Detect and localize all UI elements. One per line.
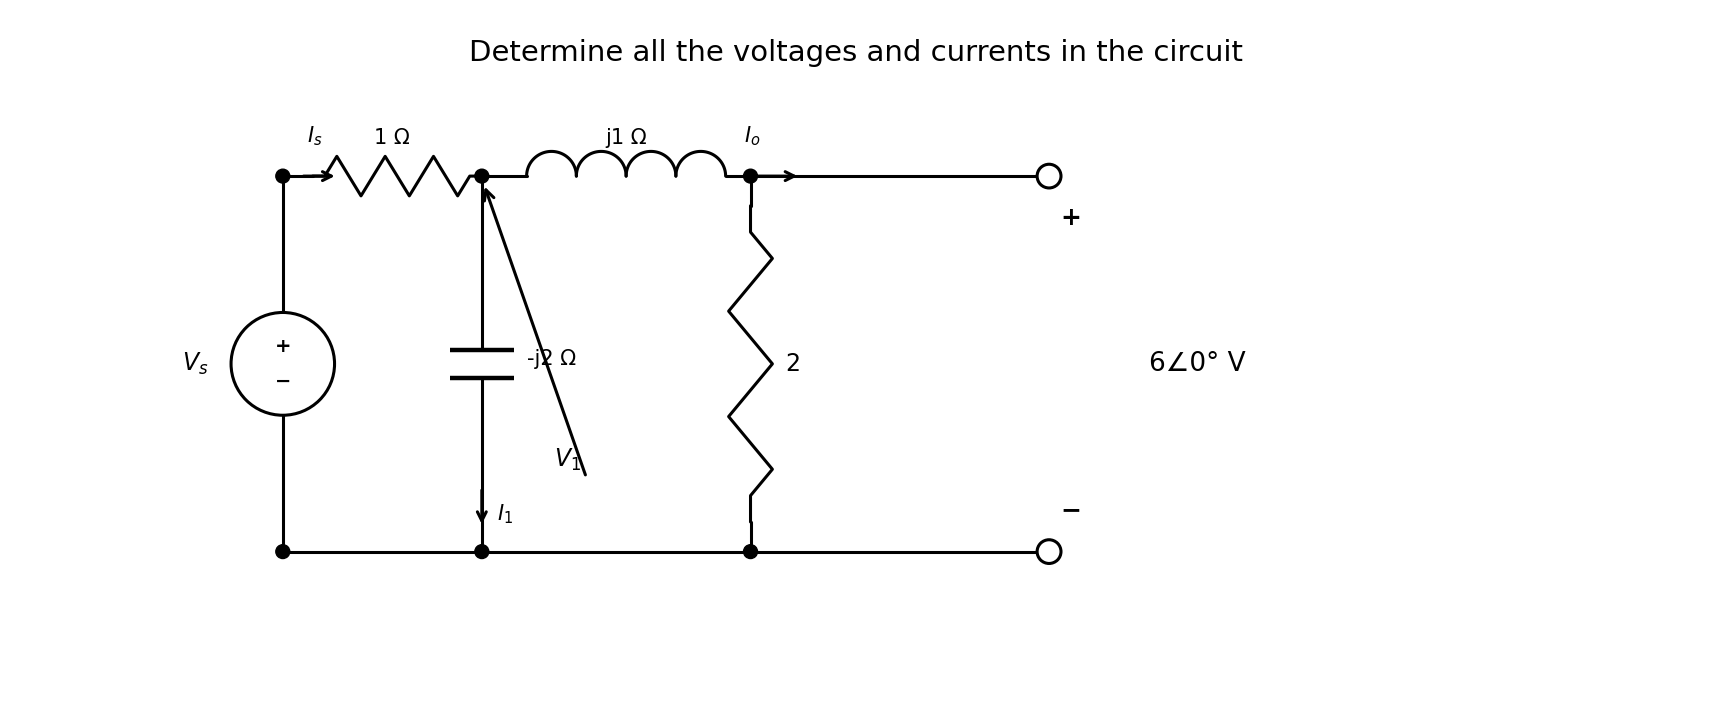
Text: -j2 Ω: -j2 Ω: [527, 349, 575, 369]
Circle shape: [476, 545, 489, 558]
Text: Determine all the voltages and currents in the circuit: Determine all the voltages and currents …: [469, 39, 1242, 67]
Circle shape: [275, 545, 289, 558]
Text: j1 Ω: j1 Ω: [606, 128, 647, 149]
Text: 2: 2: [785, 352, 801, 376]
Text: +: +: [274, 337, 291, 356]
Text: 1 Ω: 1 Ω: [375, 128, 411, 149]
Text: −: −: [274, 372, 291, 391]
Circle shape: [744, 169, 758, 183]
Circle shape: [1037, 164, 1061, 188]
Circle shape: [1037, 540, 1061, 563]
Text: $I_o$: $I_o$: [744, 125, 761, 149]
Text: −: −: [1061, 498, 1081, 522]
Text: $I_1$: $I_1$: [496, 502, 513, 526]
Text: $V_s$: $V_s$: [181, 351, 209, 377]
Text: $V_1$: $V_1$: [554, 446, 582, 472]
Text: 6∠0° V: 6∠0° V: [1148, 351, 1246, 377]
Circle shape: [744, 545, 758, 558]
Circle shape: [476, 169, 489, 183]
Text: $I_s$: $I_s$: [306, 125, 322, 149]
Circle shape: [275, 169, 289, 183]
Circle shape: [231, 313, 335, 415]
Text: +: +: [1061, 206, 1081, 230]
